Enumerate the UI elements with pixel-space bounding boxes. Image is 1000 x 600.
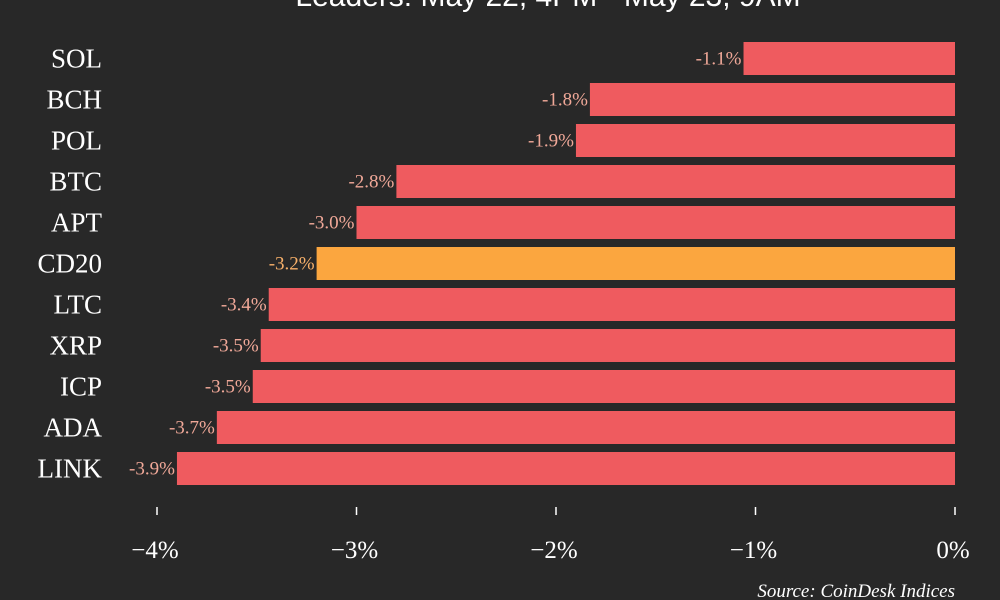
bar-icp — [252, 370, 955, 403]
bar-xrp — [260, 329, 955, 362]
bar-apt — [356, 206, 955, 239]
category-label-bch: BCH — [46, 85, 102, 115]
bar-link — [176, 452, 955, 485]
source-note: Source: CoinDesk Indices — [757, 581, 955, 600]
x-axis: −4% −3% −2% −1% 0% — [131, 507, 970, 564]
category-label-link: LINK — [38, 454, 103, 484]
value-label-ada: -3.7% — [169, 418, 215, 439]
category-label-apt: APT — [51, 208, 103, 238]
value-label-icp: -3.5% — [205, 377, 251, 398]
bar-pol — [575, 124, 955, 157]
category-label-xrp: XRP — [49, 331, 102, 361]
value-label-btc: -2.8% — [348, 172, 394, 193]
bar-ltc — [268, 288, 956, 321]
bar-cd20 — [316, 247, 956, 280]
bar-bch — [589, 83, 955, 116]
category-label-btc: BTC — [49, 167, 102, 197]
category-label-ada: ADA — [44, 413, 103, 443]
bar-sol — [743, 42, 955, 75]
x-tick-label: 0% — [936, 537, 969, 564]
chart-title: Leaders: May 22, 4PM - May 23, 9AM — [295, 0, 800, 13]
category-label-icp: ICP — [60, 372, 102, 402]
x-tick-label: −3% — [331, 537, 378, 564]
category-label-cd20: CD20 — [37, 249, 102, 279]
x-tick-label: −1% — [730, 537, 777, 564]
category-label-pol: POL — [51, 126, 102, 156]
bars-group: SOL -1.1% BCH -1.8% POL -1.9% BTC -2.8% APT -3.0%… — [37, 42, 956, 485]
value-label-cd20: -3.2% — [269, 254, 315, 275]
x-tick-label: −4% — [131, 537, 178, 564]
value-label-bch: -1.8% — [542, 90, 588, 111]
x-tick-label: −2% — [530, 537, 577, 564]
category-label-sol: SOL — [51, 44, 102, 74]
value-label-ltc: -3.4% — [221, 295, 267, 316]
bar-btc — [396, 165, 955, 198]
value-label-sol: -1.1% — [696, 49, 742, 70]
value-label-apt: -3.0% — [309, 213, 355, 234]
bar-ada — [216, 411, 956, 444]
value-label-xrp: -3.5% — [213, 336, 259, 357]
value-label-pol: -1.9% — [528, 131, 574, 152]
value-label-link: -3.9% — [129, 459, 175, 480]
category-label-ltc: LTC — [53, 290, 102, 320]
